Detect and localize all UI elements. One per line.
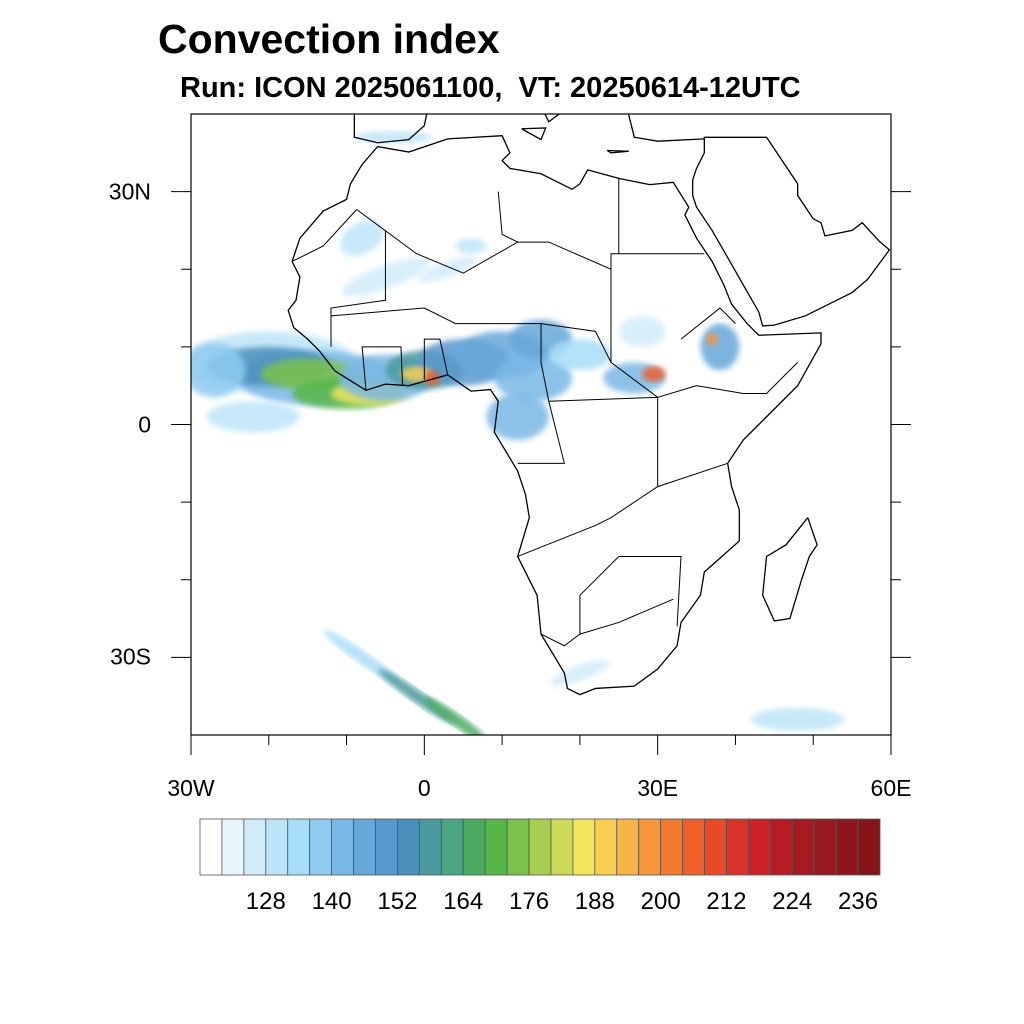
colorbar-box — [331, 818, 354, 876]
country-border — [361, 346, 404, 391]
coastline — [353, 114, 428, 144]
convection-area — [550, 659, 610, 686]
colorbar-box — [704, 818, 727, 876]
colorbar-box — [638, 818, 662, 876]
coastline — [606, 149, 629, 154]
colorbar-box — [221, 818, 245, 876]
convection-area — [423, 696, 488, 735]
chart-title: Convection index — [158, 16, 500, 62]
country-border — [657, 462, 728, 488]
colorbar-box — [462, 818, 486, 876]
coastline — [692, 136, 891, 327]
lat-label: 30N — [108, 178, 151, 205]
country-border — [330, 230, 386, 347]
convection-area — [340, 220, 384, 257]
colorbar-label: 152 — [377, 888, 418, 915]
chart-subtitle: Run: ICON 2025061100, VT: 20250614-12UTC — [180, 72, 801, 104]
convection-area — [424, 370, 440, 386]
lon-label: 0 — [417, 775, 431, 801]
convection-area — [354, 131, 433, 144]
coastline — [627, 114, 705, 142]
lon-label: 30W — [167, 775, 215, 801]
colorbar-box — [857, 818, 881, 876]
colorbar-label: 176 — [509, 888, 550, 915]
country-border — [540, 556, 620, 647]
coastline — [544, 114, 561, 123]
colorbar-box — [506, 818, 530, 876]
lat-label: 0 — [138, 411, 151, 437]
colorbar-box — [682, 818, 705, 876]
country-border — [497, 191, 518, 243]
colorbar-label: 140 — [311, 888, 352, 915]
convection-area — [191, 343, 246, 398]
colorbar-box — [243, 818, 267, 876]
colorbar-label: 164 — [443, 888, 484, 915]
country-border — [330, 307, 612, 363]
convection-area — [494, 354, 573, 402]
colorbar-box — [418, 818, 442, 876]
colorbar-box — [397, 818, 420, 876]
colorbar-box — [594, 818, 618, 876]
colorbar-box — [660, 818, 683, 876]
colorbar-box — [616, 818, 640, 876]
colorbar-label: 212 — [706, 888, 747, 915]
colorbar-box — [572, 818, 596, 876]
country-border — [423, 338, 449, 380]
colorbar-box — [265, 818, 289, 876]
colorbar-box — [791, 818, 815, 876]
colorbar-box — [550, 818, 574, 876]
colorbar-box — [440, 818, 464, 876]
colorbar-box — [747, 818, 771, 876]
convection-area — [206, 401, 300, 433]
colorbar-box — [813, 818, 837, 876]
coastline — [521, 127, 547, 141]
convection-area — [751, 707, 845, 732]
colorbar-label: 188 — [574, 888, 615, 915]
colorbar-box — [287, 818, 311, 876]
convection-area — [486, 393, 549, 441]
map-area — [191, 114, 891, 735]
colorbar-box — [835, 818, 859, 876]
colorbar-box — [375, 818, 398, 876]
convection-area — [618, 315, 666, 347]
lat-label: 30S — [110, 643, 151, 670]
colorbar-box — [309, 818, 333, 876]
colorbar-box — [528, 818, 552, 876]
coastline — [762, 517, 818, 622]
convection-area — [548, 339, 612, 371]
africa-coastline — [287, 135, 822, 696]
colorbar-box — [353, 818, 376, 876]
country-border — [618, 555, 682, 627]
colorbar-box — [484, 818, 508, 876]
colorbar-label: 128 — [245, 888, 286, 915]
colorbar-label: 224 — [772, 888, 813, 915]
colorbar-box — [199, 818, 223, 876]
colorbar-box — [769, 818, 793, 876]
country-border — [291, 209, 358, 262]
convection-area — [642, 366, 666, 382]
lon-label: 60E — [870, 775, 912, 801]
colorbar-box — [726, 818, 749, 876]
convection-area — [700, 323, 740, 371]
colorbar-label: 200 — [640, 888, 681, 915]
convection-area — [455, 238, 487, 254]
country-border — [680, 307, 736, 340]
convection-area — [418, 256, 478, 283]
convection-area — [705, 332, 719, 346]
country-border — [579, 598, 674, 635]
country-border — [356, 209, 705, 274]
colorbar-label: 236 — [838, 888, 879, 915]
lon-label: 30E — [637, 775, 679, 801]
